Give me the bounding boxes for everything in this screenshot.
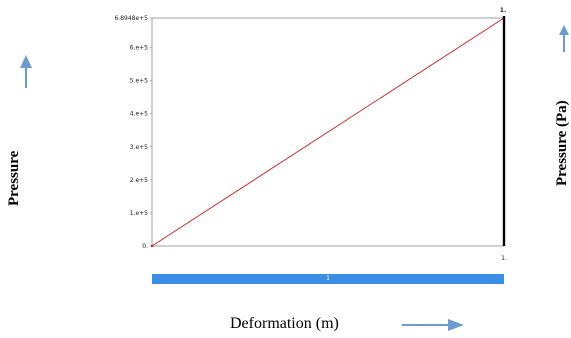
y-tick-label: 4.e+5: [130, 111, 148, 118]
top-end-label: 1.: [500, 7, 506, 14]
y-tick-label: 6.e+5: [130, 45, 148, 52]
scrollbar-label: 1: [326, 275, 330, 282]
y-axis-label-right: Pressure (Pa): [554, 100, 570, 186]
y-tick-label: 6.8948e+5: [114, 15, 148, 22]
y-tick-label: 3.e+5: [130, 144, 148, 151]
right-arrow-icon: [402, 319, 464, 331]
y-axis-label-left: Pressure: [6, 150, 22, 206]
data-point: [150, 244, 154, 248]
up-arrow-icon: [559, 25, 569, 52]
time-scrollbar[interactable]: 1: [152, 274, 504, 284]
up-arrow-icon: [20, 55, 32, 88]
y-tick-label: 1.e+5: [130, 210, 148, 217]
x-tick-label: 1.: [501, 255, 507, 262]
series-line: [151, 17, 505, 247]
y-tick-label: 0.: [142, 243, 148, 250]
x-axis-label: Deformation (m): [230, 315, 339, 332]
y-tick-label: 5.e+5: [130, 78, 148, 85]
y-tick-label: 2.e+5: [130, 177, 148, 184]
